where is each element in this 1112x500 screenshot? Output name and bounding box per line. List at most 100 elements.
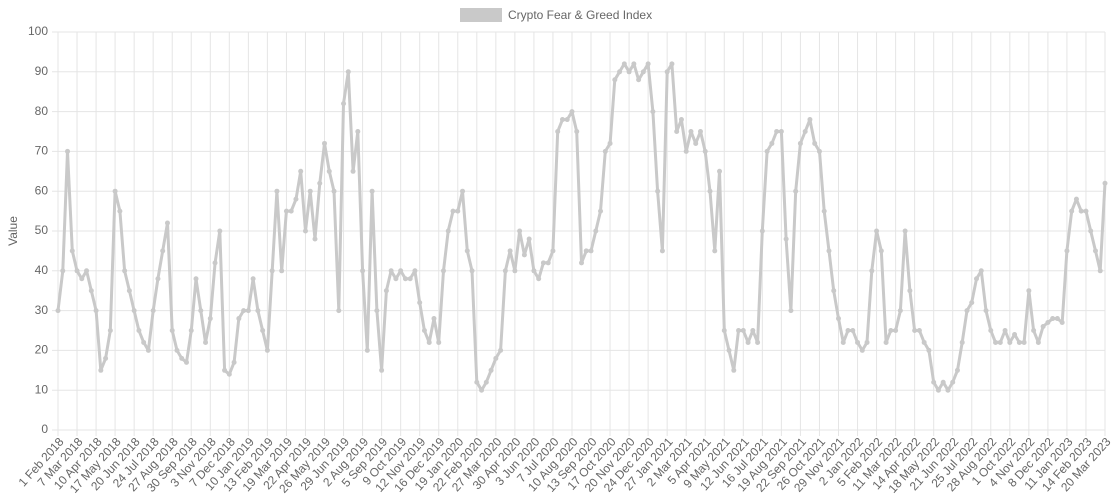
data-point: [864, 339, 870, 345]
data-point: [331, 188, 337, 194]
data-point: [1083, 208, 1089, 214]
data-point: [179, 355, 185, 361]
data-point: [436, 339, 442, 345]
y-tick-label: 40: [35, 263, 49, 277]
data-point: [241, 308, 247, 314]
data-point: [688, 129, 694, 134]
data-point: [797, 140, 803, 146]
data-point: [65, 148, 71, 154]
data-point: [245, 308, 251, 314]
data-point: [398, 268, 404, 274]
data-point: [598, 208, 604, 214]
y-axis-label: Value: [6, 216, 20, 246]
data-point: [916, 328, 922, 333]
data-point: [188, 328, 194, 333]
data-point: [997, 339, 1003, 345]
data-point: [921, 339, 927, 345]
data-point: [717, 168, 723, 174]
data-point: [1021, 339, 1027, 345]
data-point: [164, 220, 170, 226]
data-point: [183, 359, 189, 365]
data-point: [588, 248, 594, 254]
data-point: [421, 328, 427, 333]
data-point: [450, 208, 456, 214]
data-point: [341, 101, 347, 107]
data-point: [112, 188, 118, 194]
data-point: [55, 308, 61, 314]
data-point: [878, 248, 884, 254]
data-point: [274, 188, 280, 194]
data-point: [1045, 320, 1051, 326]
data-point: [531, 268, 537, 274]
data-point: [231, 359, 237, 365]
data-point: [764, 148, 770, 154]
data-point: [574, 129, 580, 134]
data-point: [988, 328, 994, 333]
data-point: [983, 308, 989, 314]
data-point: [1073, 196, 1079, 202]
data-point: [593, 228, 599, 234]
data-point: [826, 248, 832, 254]
data-point: [1078, 208, 1084, 214]
data-point: [521, 252, 527, 258]
data-point: [1012, 331, 1018, 337]
data-point: [417, 300, 423, 306]
data-point: [483, 379, 489, 385]
data-point: [545, 260, 551, 266]
data-point: [807, 117, 813, 123]
y-tick-label: 0: [41, 422, 48, 436]
data-point: [479, 387, 485, 393]
data-point: [993, 339, 999, 345]
data-point: [1035, 339, 1041, 345]
data-point: [317, 180, 323, 186]
data-point: [783, 236, 789, 242]
data-point: [379, 367, 385, 373]
data-point: [222, 367, 228, 373]
data-point: [731, 367, 737, 373]
data-point: [750, 328, 756, 333]
data-point: [950, 379, 956, 385]
data-point: [469, 268, 475, 274]
data-point: [831, 288, 837, 294]
data-point: [835, 316, 841, 322]
y-tick-label: 50: [35, 223, 49, 237]
data-point: [755, 339, 761, 345]
data-point: [621, 61, 627, 67]
data-point: [69, 248, 75, 254]
data-point: [926, 347, 932, 353]
data-point: [350, 168, 356, 174]
data-point: [455, 208, 461, 214]
data-point: [740, 328, 746, 333]
data-point: [659, 248, 665, 254]
data-point: [650, 109, 656, 115]
data-point: [1054, 316, 1060, 322]
data-point: [264, 347, 270, 353]
data-point: [778, 129, 784, 134]
data-point: [912, 328, 918, 333]
data-point: [1088, 228, 1094, 234]
data-point: [859, 347, 865, 353]
data-point: [212, 260, 218, 266]
data-point: [874, 228, 880, 234]
data-point: [612, 77, 618, 83]
data-point: [193, 276, 199, 282]
data-point: [1040, 324, 1046, 330]
data-point: [502, 268, 508, 274]
data-point: [145, 347, 151, 353]
data-point: [550, 248, 556, 254]
data-point: [702, 148, 708, 154]
data-point: [540, 260, 546, 266]
data-point: [935, 387, 941, 393]
data-point: [517, 228, 523, 234]
data-point: [697, 129, 703, 134]
data-point: [855, 339, 861, 345]
legend-swatch[interactable]: [460, 8, 502, 22]
data-point: [345, 69, 351, 75]
data-point: [1050, 316, 1056, 322]
legend-label[interactable]: Crypto Fear & Greed Index: [508, 8, 652, 22]
data-point: [155, 276, 161, 282]
data-point: [683, 148, 689, 154]
data-point: [617, 69, 623, 75]
data-point: [1059, 320, 1065, 326]
